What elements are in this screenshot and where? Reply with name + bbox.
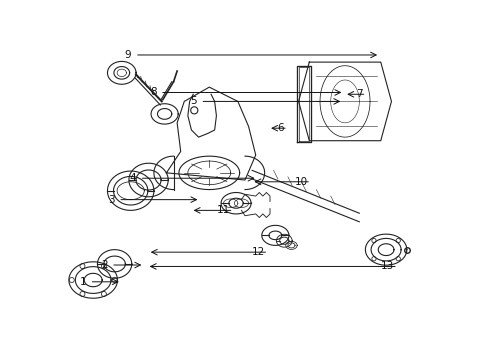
Text: 11: 11 xyxy=(217,205,230,215)
Text: 13: 13 xyxy=(381,261,394,271)
Text: 12: 12 xyxy=(251,247,265,257)
Text: 10: 10 xyxy=(294,177,308,187)
Text: 2: 2 xyxy=(101,260,107,270)
Text: 3: 3 xyxy=(108,195,115,204)
Text: 8: 8 xyxy=(150,87,156,98)
Text: 5: 5 xyxy=(190,96,197,107)
Text: 4: 4 xyxy=(129,173,136,183)
Text: 6: 6 xyxy=(278,123,284,133)
Text: 7: 7 xyxy=(356,89,363,99)
Text: 9: 9 xyxy=(125,50,131,60)
Text: 1: 1 xyxy=(79,277,86,287)
